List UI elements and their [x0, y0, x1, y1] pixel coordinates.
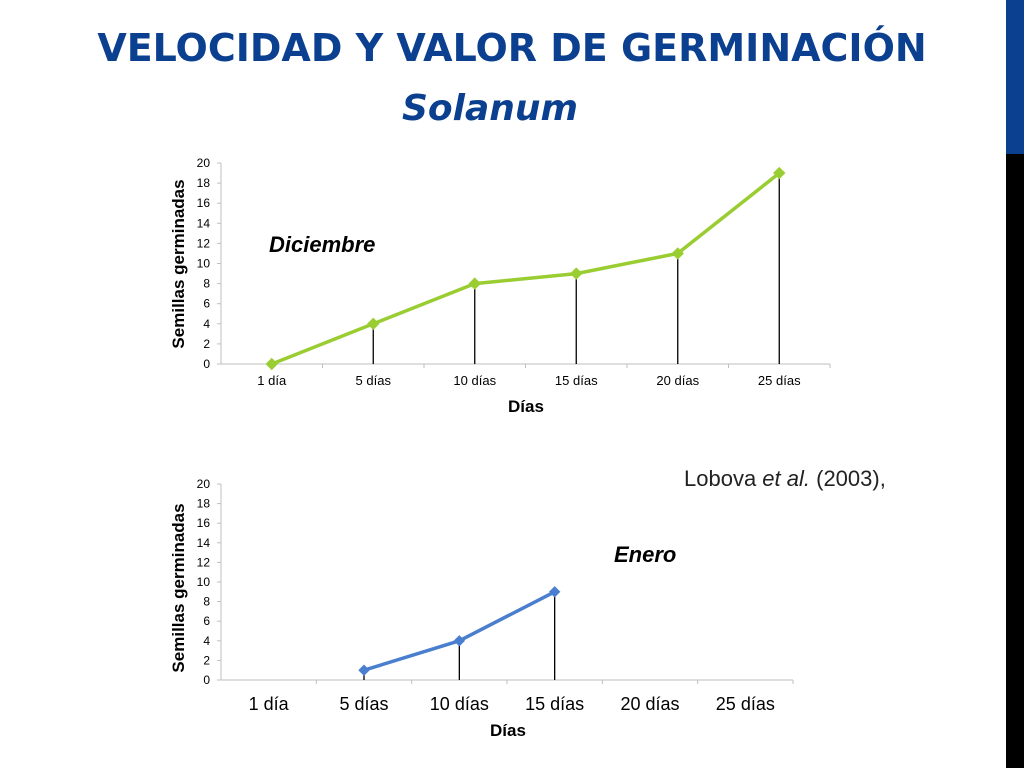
citation: Lobova et al. (2003), [684, 466, 886, 492]
y-tick-label: 10 [197, 257, 211, 271]
y-tick-label: 12 [197, 236, 211, 250]
x-tick-label: 5 días [339, 694, 388, 714]
x-tick-label: 1 día [249, 694, 290, 714]
slide-title: Velocidad y valor de germinación [97, 26, 927, 70]
slide-subtitle: Solanum [402, 88, 579, 129]
data-point [671, 247, 684, 260]
chart-annotation: Diciembre [269, 232, 375, 257]
sidebar-accent [1006, 0, 1024, 154]
sidebar-strip [1006, 0, 1024, 768]
citation-authors: Lobova [684, 466, 763, 491]
y-tick-label: 6 [203, 614, 210, 628]
y-tick-label: 14 [197, 536, 211, 550]
y-tick-label: 4 [203, 317, 210, 331]
y-tick-label: 0 [203, 357, 210, 371]
x-tick-label: 25 días [758, 373, 801, 388]
chart-annotation: Enero [614, 542, 676, 567]
citation-year: (2003), [810, 466, 886, 491]
y-tick-label: 2 [203, 653, 210, 667]
y-tick-label: 20 [197, 156, 211, 170]
y-tick-label: 16 [197, 516, 211, 530]
y-tick-label: 18 [197, 497, 211, 511]
x-tick-label: 1 día [257, 373, 287, 388]
x-tick-label: 15 días [555, 373, 598, 388]
data-point [468, 277, 481, 290]
x-tick-label: 20 días [656, 373, 699, 388]
y-tick-label: 0 [203, 673, 210, 687]
x-tick-label: 5 días [356, 373, 392, 388]
data-point [358, 664, 370, 676]
series-line [271, 171, 781, 366]
y-tick-label: 10 [197, 575, 211, 589]
y-tick-label: 4 [203, 634, 210, 648]
data-point [548, 586, 561, 598]
y-tick-label: 14 [197, 216, 211, 230]
x-axis-title: Días [508, 397, 544, 416]
y-tick-label: 8 [203, 277, 210, 291]
y-tick-label: 8 [203, 595, 210, 609]
y-tick-label: 18 [197, 176, 211, 190]
x-tick-label: 25 días [716, 694, 775, 714]
data-point [570, 267, 583, 280]
y-tick-label: 20 [197, 477, 211, 491]
x-tick-label: 10 días [430, 694, 489, 714]
x-axis-title: Días [490, 721, 526, 740]
data-point [773, 166, 786, 180]
y-tick-label: 16 [197, 196, 211, 210]
x-tick-label: 20 días [620, 694, 679, 714]
y-tick-label: 6 [203, 297, 210, 311]
x-tick-label: 10 días [453, 373, 496, 388]
data-point [453, 635, 466, 647]
y-tick-label: 2 [203, 337, 210, 351]
y-tick-label: 12 [197, 555, 211, 569]
citation-etal: et al. [762, 466, 810, 491]
x-tick-label: 15 días [525, 694, 584, 714]
data-point [265, 357, 278, 371]
y-axis-title: Semillas germinadas [169, 179, 188, 348]
y-axis-title: Semillas germinadas [169, 503, 188, 672]
data-point [367, 317, 380, 331]
